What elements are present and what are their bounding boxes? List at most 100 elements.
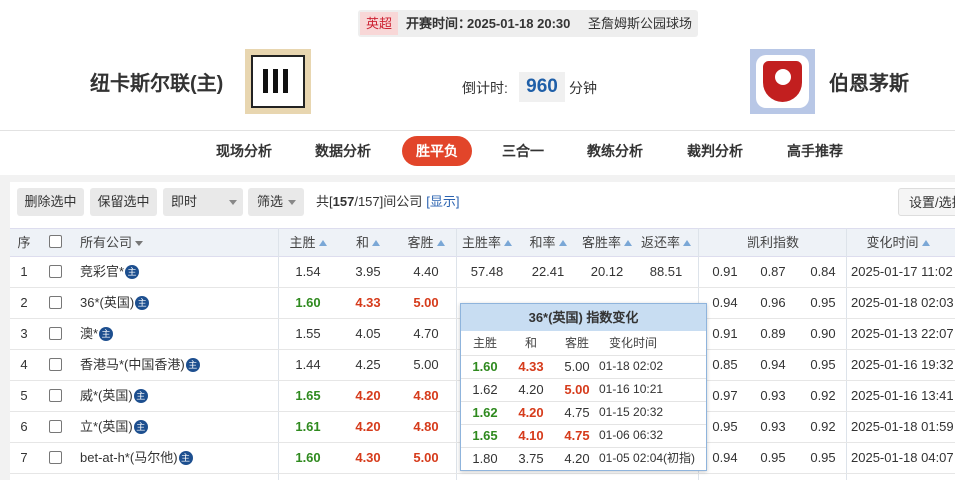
checkbox[interactable] [49, 389, 62, 402]
sort-icon[interactable] [135, 241, 144, 246]
company-name[interactable]: 36*(英国) 主 [80, 288, 150, 318]
company-text[interactable]: 竞彩官* [80, 264, 125, 279]
popup-odds: 1.65 [472, 428, 498, 443]
column-header[interactable]: 凯利指数 [723, 228, 823, 257]
button[interactable]: 设置/选择 [898, 188, 955, 216]
company-text[interactable]: 威*(英国) [80, 388, 133, 403]
column-header[interactable]: 客胜 [376, 228, 476, 257]
kelly-value: 0.89 [760, 326, 786, 341]
change-time: 2025-01-17 11:02 [851, 264, 953, 279]
company-name[interactable]: 竞彩官* 主 [80, 257, 140, 287]
popup-odds: 1.62 [472, 382, 498, 397]
column-header[interactable]: 和 [318, 228, 418, 257]
checkbox[interactable] [49, 296, 62, 309]
popup-odds: 4.75 [564, 405, 590, 420]
show-link[interactable]: [显示] [426, 194, 460, 209]
odds-value: 4.40 [413, 264, 439, 279]
odds-value: 3.95 [355, 264, 381, 279]
tab[interactable]: 数据分析 [315, 143, 371, 159]
count-text: 共[ [316, 194, 333, 209]
row-number: 4 [20, 357, 28, 372]
home-badge: 主 [185, 358, 200, 372]
popup-header: 变化时间 [608, 336, 657, 350]
sort-icon[interactable] [436, 240, 445, 246]
company-name[interactable]: 香港马*(中国香港) 主 [80, 350, 200, 380]
company-text[interactable]: 36*(英国) [80, 295, 135, 310]
change-time: 2025-01-13 22:07 [851, 326, 954, 341]
checkbox[interactable] [49, 265, 62, 278]
sort-icon[interactable] [558, 240, 567, 246]
sort-icon[interactable] [683, 240, 691, 246]
dropdown[interactable]: 即时 [163, 188, 243, 216]
kickoff-label: 开赛时间： [406, 16, 472, 31]
column-header[interactable]: 返还率 [616, 228, 716, 257]
tab[interactable]: 胜平负 [402, 136, 472, 166]
odds-value: 5.00 [413, 450, 439, 465]
company-text[interactable]: 澳* [80, 326, 99, 341]
header-text: 凯利指数 [746, 235, 799, 250]
popup-odds: 5.00 [564, 359, 590, 374]
checkbox[interactable] [49, 327, 62, 340]
kelly-value: 0.96 [760, 295, 786, 310]
tab[interactable]: 裁判分析 [687, 143, 743, 159]
popup-header: 客胜 [564, 336, 589, 350]
popup-odds: 4.75 [564, 428, 590, 443]
rate-value: 57.48 [470, 264, 504, 279]
odds-value: 5.00 [413, 295, 439, 310]
tab[interactable]: 三合一 [502, 143, 544, 159]
company-text[interactable]: bet-at-h*(马尔他) [80, 450, 178, 465]
popup-row-border [461, 401, 706, 402]
company-name[interactable]: bet-at-h*(马尔他) 主 [80, 443, 193, 473]
venue: 圣詹姆斯公园球场 [588, 16, 693, 31]
sort-icon[interactable] [624, 240, 632, 246]
league-tag[interactable]: 英超 [360, 12, 398, 35]
odds-value: 1.60 [295, 295, 321, 310]
row-number: 1 [20, 264, 28, 279]
column-header[interactable]: 和率 [498, 228, 598, 257]
kelly-value: 0.95 [760, 450, 786, 465]
button[interactable]: 保留选中 [90, 188, 157, 216]
odds-value: 4.20 [355, 419, 381, 434]
company-name[interactable]: 立*(英国) 主 [80, 412, 148, 442]
checkbox[interactable] [49, 420, 62, 433]
sort-icon[interactable] [372, 240, 380, 246]
column-header[interactable]: 客胜率 [557, 228, 657, 257]
kelly-value: 0.85 [712, 357, 738, 372]
sort-icon[interactable] [318, 240, 327, 246]
kelly-value: 0.87 [760, 264, 786, 279]
checkbox[interactable] [49, 235, 62, 248]
dropdown-arrow [229, 200, 237, 205]
column-header[interactable]: 主胜率 [437, 228, 537, 257]
away-team[interactable]: 伯恩茅斯 [829, 73, 909, 95]
home-team[interactable]: 纽卡斯尔联(主) [90, 73, 224, 95]
odds-value: 4.25 [355, 357, 381, 372]
company-text[interactable]: 立*(英国) [80, 419, 133, 434]
row-number: 6 [20, 419, 28, 434]
home-logo[interactable] [245, 49, 311, 114]
sort-icon[interactable] [504, 240, 512, 246]
column-header[interactable]: 序 [0, 228, 74, 257]
kelly-value: 0.94 [712, 450, 738, 465]
company-name[interactable]: 威*(英国) 主 [80, 381, 148, 411]
checkbox[interactable] [49, 358, 62, 371]
odds-value: 4.05 [355, 326, 381, 341]
button[interactable]: 删除选中 [17, 188, 84, 216]
kelly-value: 0.91 [712, 326, 738, 341]
dropdown[interactable]: 筛选 [248, 188, 304, 216]
odds-value: 4.33 [355, 295, 381, 310]
checkbox[interactable] [49, 451, 62, 464]
column-header[interactable]: 主胜 [258, 228, 358, 257]
column-divider [846, 228, 847, 480]
company-text[interactable]: 香港马*(中国香港) [80, 357, 185, 372]
column-divider [278, 228, 279, 480]
tab[interactable]: 高手推荐 [787, 143, 843, 159]
tab[interactable]: 教练分析 [587, 143, 643, 159]
tab[interactable]: 现场分析 [216, 143, 272, 159]
change-time: 2025-01-18 01:59 [851, 419, 954, 434]
kelly-value: 0.93 [760, 419, 786, 434]
sort-icon[interactable] [921, 240, 930, 246]
column-header[interactable]: 变化时间 [848, 228, 948, 257]
column-header[interactable]: 所有公司 [80, 228, 144, 257]
company-name[interactable]: 澳* 主 [80, 319, 114, 349]
away-logo[interactable] [750, 49, 815, 114]
